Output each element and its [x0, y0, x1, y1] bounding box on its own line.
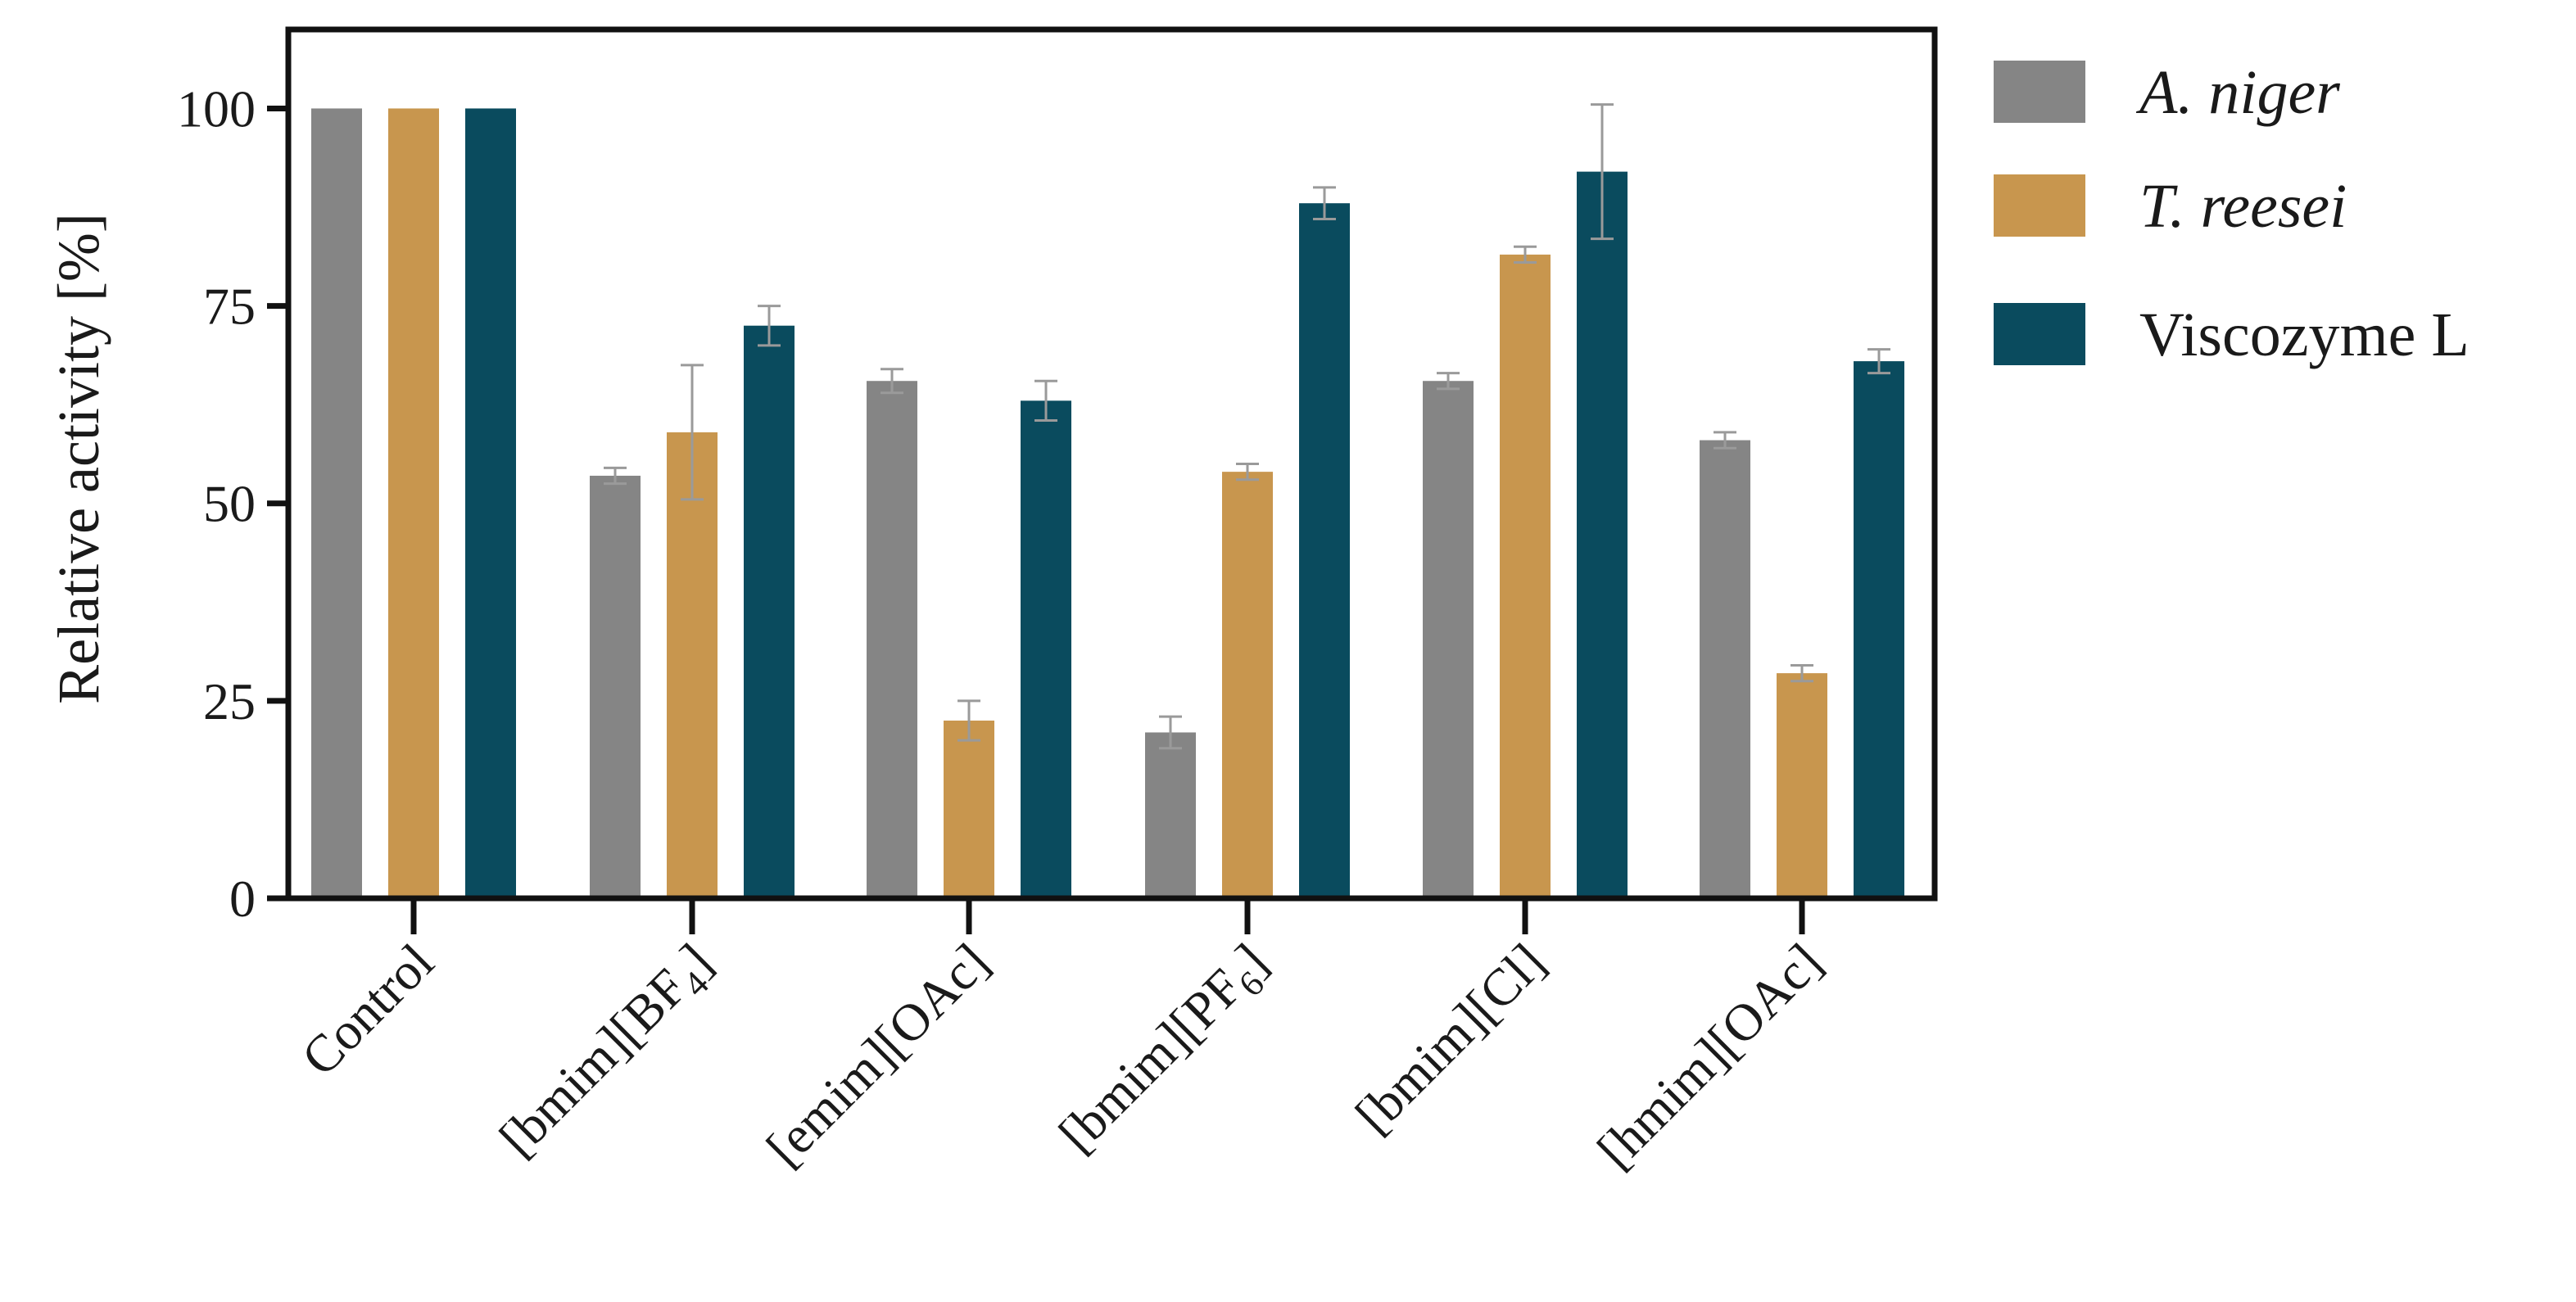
legend-label-2: Viscozyme L — [2139, 301, 2470, 369]
legend-swatch-0 — [1994, 61, 2085, 123]
x-tick-label-3: [bmim][PF6] — [1048, 933, 1284, 1169]
y-tick-label-0: 0 — [229, 870, 256, 928]
bar-1-2 — [944, 720, 994, 898]
y-tick-labels: 0 25 50 75 100 — [177, 79, 256, 928]
y-tick-label-4: 100 — [177, 79, 256, 138]
errorbars-layer — [604, 103, 1890, 750]
bar-0-3 — [1145, 732, 1196, 898]
y-tick-label-1: 25 — [203, 672, 256, 730]
y-tick-label-2: 50 — [203, 475, 256, 533]
legend-label-1: T. reesei — [2139, 172, 2347, 241]
x-tick-label-2: [emim][OAc] — [755, 933, 1000, 1178]
x-tick-label-5: [hmim][OAc] — [1586, 933, 1833, 1180]
bar-2-5 — [1854, 361, 1904, 898]
legend: A. niger T. reesei Viscozyme L — [1994, 58, 2470, 369]
bars-layer — [311, 108, 1904, 899]
bar-1-3 — [1222, 472, 1273, 898]
bar-1-0 — [388, 108, 439, 899]
bar-2-1 — [744, 325, 795, 898]
x-tick-label-1: [bmim][BF4] — [488, 933, 729, 1173]
bar-1-4 — [1500, 254, 1551, 898]
bar-2-2 — [1021, 400, 1071, 898]
bar-2-3 — [1299, 203, 1350, 898]
y-axis-title: Relative activity [%] — [46, 213, 111, 704]
bar-0-5 — [1700, 440, 1750, 898]
bar-0-1 — [590, 475, 641, 898]
bar-0-4 — [1423, 381, 1474, 898]
bar-2-0 — [465, 108, 516, 899]
bar-2-4 — [1577, 171, 1628, 899]
bar-0-0 — [311, 108, 362, 899]
x-tick-label-0: Control — [290, 933, 444, 1087]
bar-1-5 — [1777, 673, 1827, 898]
bar-1-1 — [667, 432, 718, 898]
y-tick-label-3: 75 — [203, 278, 256, 336]
axes-layer — [267, 26, 1938, 934]
legend-label-0: A. niger — [2135, 58, 2340, 127]
bar-0-2 — [867, 381, 917, 898]
x-tick-label-4: [bmim][Cl] — [1344, 933, 1556, 1145]
plot-frame — [285, 26, 1938, 902]
legend-swatch-2 — [1994, 303, 2085, 365]
x-tick-labels: Control [bmim][BF4] [emim][OAc] [bmim][PF6]… — [290, 933, 1832, 1180]
legend-swatch-1 — [1994, 174, 2085, 237]
